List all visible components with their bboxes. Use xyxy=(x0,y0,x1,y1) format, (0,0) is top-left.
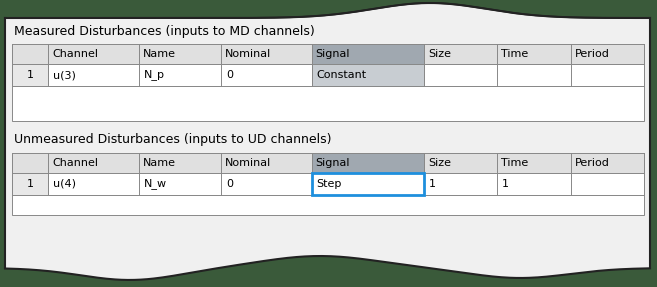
Bar xyxy=(12,44,644,64)
Bar xyxy=(12,153,644,173)
Polygon shape xyxy=(5,0,650,18)
Bar xyxy=(311,153,424,173)
Text: N_p: N_p xyxy=(144,69,165,80)
Text: Name: Name xyxy=(143,158,176,168)
Bar xyxy=(0,0,5,287)
Text: Unmeasured Disturbances (inputs to UD channels): Unmeasured Disturbances (inputs to UD ch… xyxy=(14,133,332,146)
Text: Measured Disturbances (inputs to MD channels): Measured Disturbances (inputs to MD chan… xyxy=(14,26,315,38)
Text: Nominal: Nominal xyxy=(225,49,271,59)
Text: Signal: Signal xyxy=(315,49,350,59)
Text: Size: Size xyxy=(428,49,451,59)
Text: Channel: Channel xyxy=(53,158,99,168)
Bar xyxy=(12,173,644,195)
Text: 0: 0 xyxy=(226,70,233,80)
Polygon shape xyxy=(5,3,650,18)
Bar xyxy=(12,64,644,86)
Bar xyxy=(12,64,48,86)
Text: 1: 1 xyxy=(27,179,34,189)
Bar xyxy=(311,44,424,64)
Text: Channel: Channel xyxy=(53,49,99,59)
Text: Size: Size xyxy=(428,158,451,168)
Text: Period: Period xyxy=(575,158,610,168)
Text: N_w: N_w xyxy=(144,179,167,189)
Text: Nominal: Nominal xyxy=(225,158,271,168)
Text: Signal: Signal xyxy=(315,158,350,168)
Text: 1: 1 xyxy=(502,179,509,189)
Bar xyxy=(5,18,650,268)
Bar xyxy=(12,173,48,195)
Text: Step: Step xyxy=(317,179,342,189)
Bar xyxy=(311,173,424,195)
Text: 1: 1 xyxy=(27,70,34,80)
Bar xyxy=(12,86,644,121)
Text: Name: Name xyxy=(143,49,176,59)
Text: 0: 0 xyxy=(226,179,233,189)
Bar xyxy=(650,0,657,287)
Text: u(4): u(4) xyxy=(53,179,76,189)
Text: Time: Time xyxy=(501,158,528,168)
Bar xyxy=(311,64,424,86)
Text: u(3): u(3) xyxy=(53,70,76,80)
Bar xyxy=(12,195,644,215)
Polygon shape xyxy=(5,256,650,287)
Text: Period: Period xyxy=(575,49,610,59)
Text: Time: Time xyxy=(501,49,528,59)
Text: Constant: Constant xyxy=(317,70,367,80)
Text: 1: 1 xyxy=(429,179,436,189)
